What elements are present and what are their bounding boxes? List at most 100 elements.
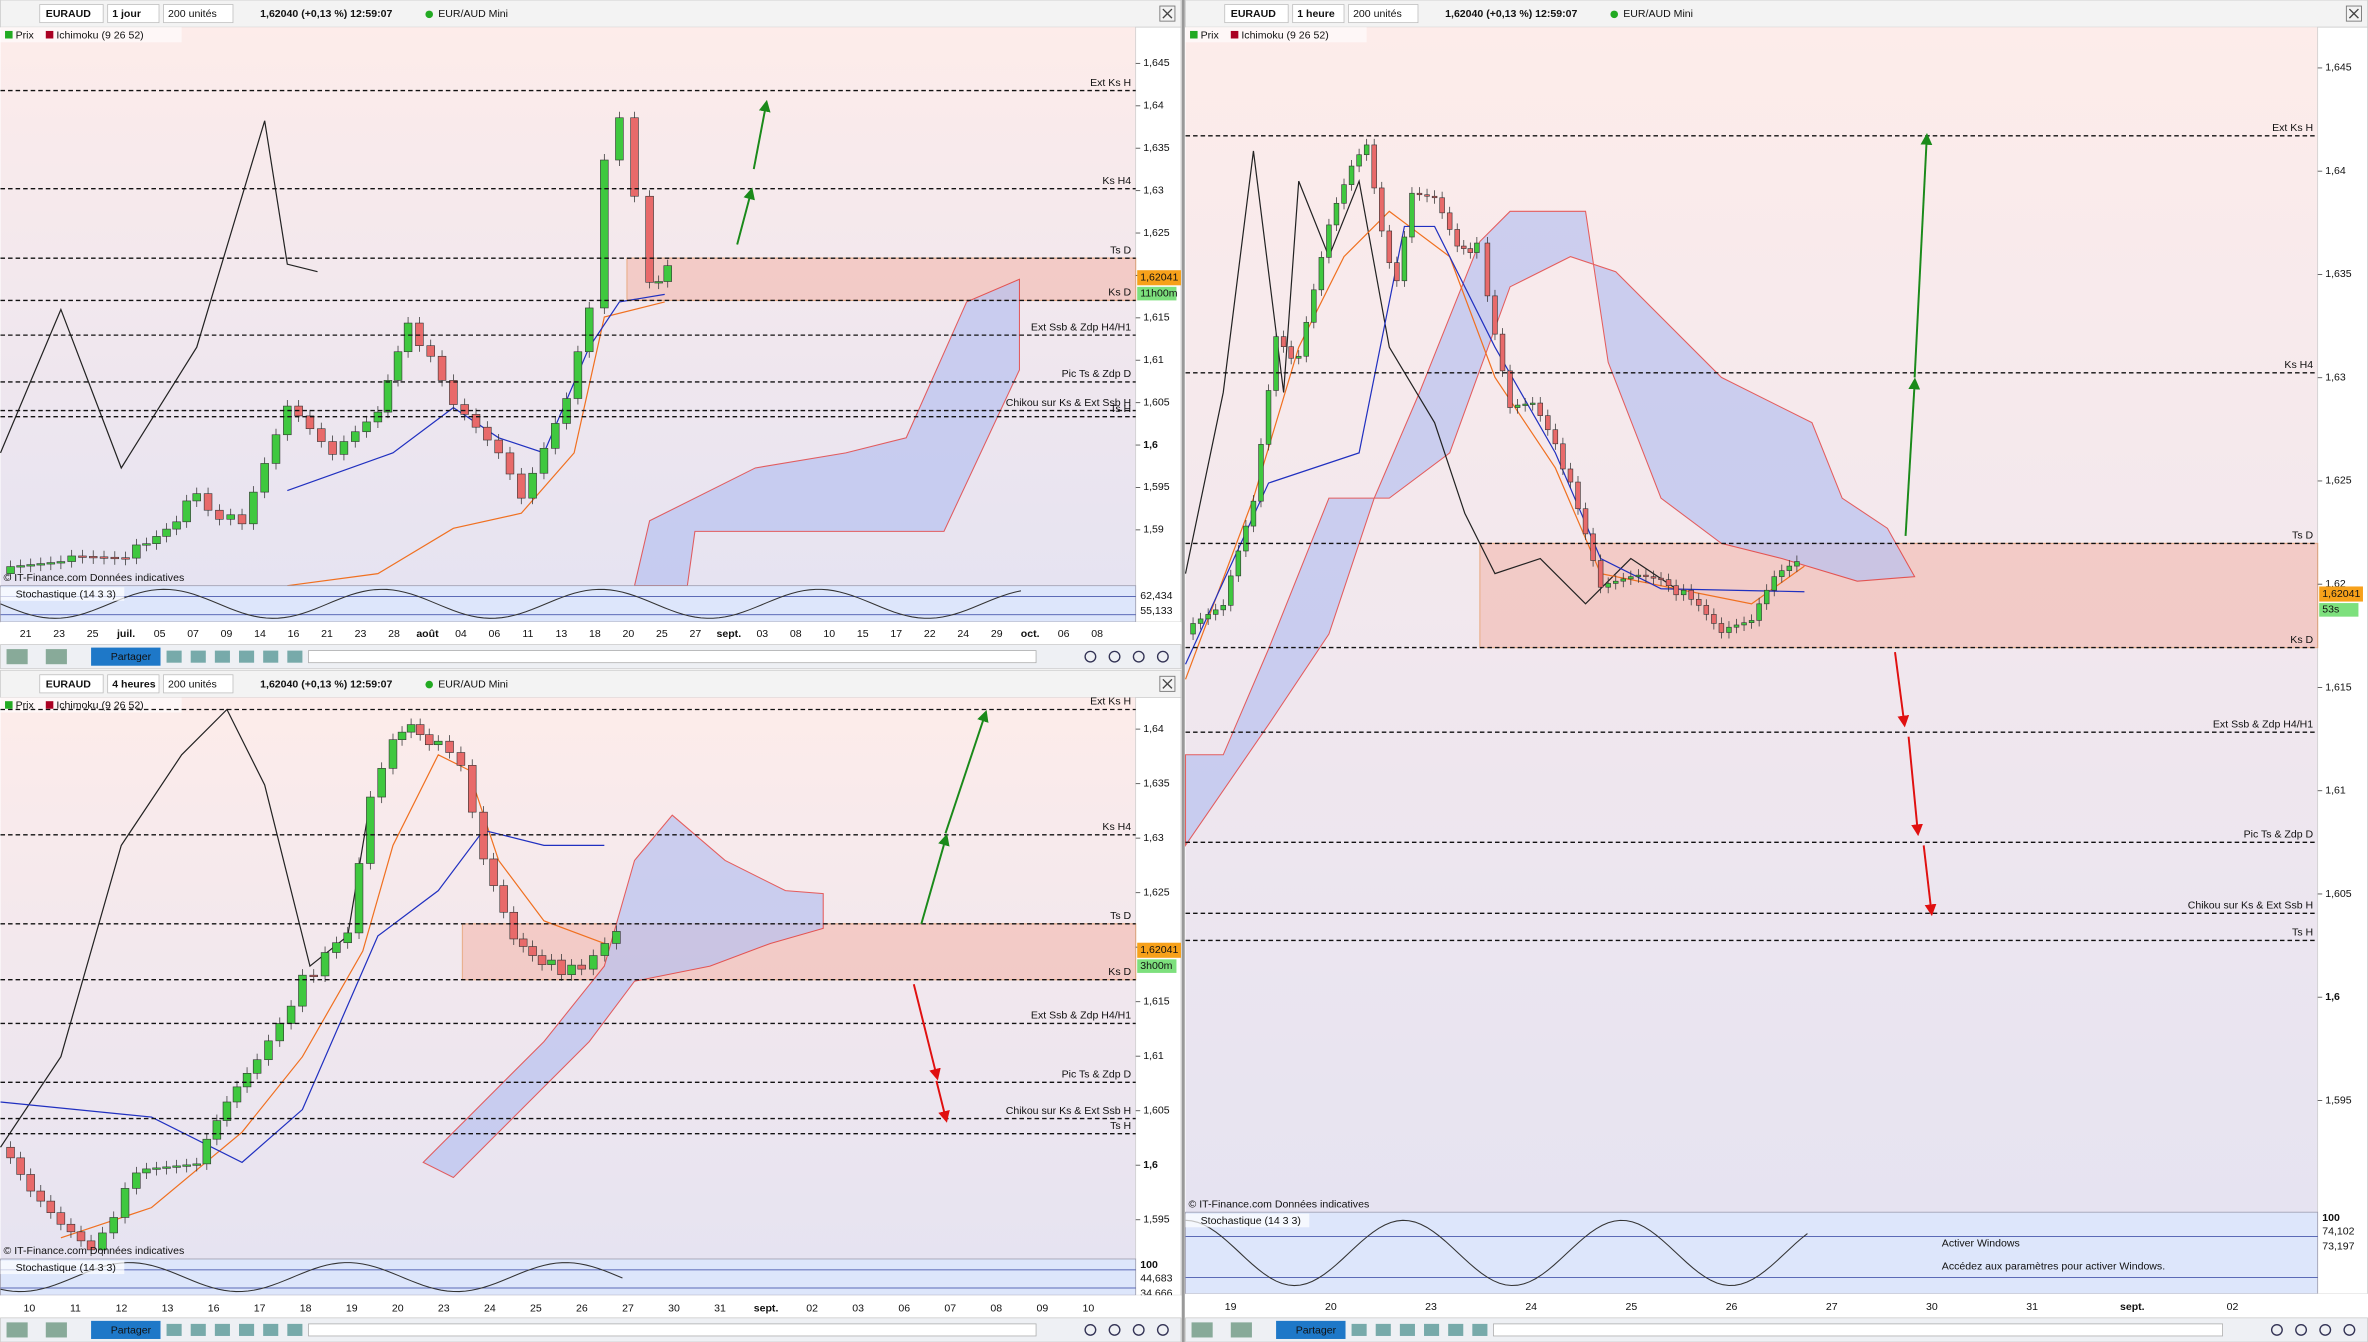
kumo (1184, 210, 1916, 848)
zoom-icon[interactable] (2270, 1323, 2283, 1336)
candle (26, 1174, 35, 1192)
candle (1643, 574, 1649, 577)
tool-icon[interactable] (45, 649, 67, 665)
date-label: 10 (823, 628, 835, 640)
units-box[interactable] (163, 4, 234, 24)
tool-icon[interactable] (263, 650, 279, 663)
units-box[interactable] (163, 674, 234, 694)
tool-icon[interactable] (1424, 1323, 1440, 1336)
zoom-icon[interactable] (1084, 650, 1097, 663)
zoom-icon[interactable] (1156, 650, 1169, 663)
share-label: Partager (111, 1324, 152, 1336)
tool-icon[interactable] (6, 649, 28, 665)
zoom-icon[interactable] (1156, 1323, 1169, 1336)
price-tick-label: 1,61 (1143, 1050, 1164, 1062)
candle (589, 955, 598, 970)
tool-icon[interactable] (263, 1323, 279, 1336)
zoom-icon[interactable] (1108, 650, 1121, 663)
tool-icon[interactable] (6, 1322, 28, 1338)
price-tick-label: 1,605 (1143, 1104, 1170, 1116)
close-x (1162, 8, 1173, 19)
stoch-line (0, 588, 1022, 619)
tool-icon[interactable] (166, 1323, 182, 1336)
scrollbar[interactable] (1493, 1323, 2223, 1337)
candle (152, 1167, 161, 1170)
candle (1197, 618, 1204, 624)
candle (215, 509, 224, 520)
close-btn[interactable] (1159, 675, 1176, 692)
tool-icon[interactable] (214, 650, 230, 663)
symbol-box[interactable] (1224, 4, 1289, 24)
zoom-icon[interactable] (2319, 1323, 2332, 1336)
close-btn[interactable] (2345, 5, 2362, 22)
candle (1258, 444, 1264, 502)
candle (654, 281, 663, 284)
tool-icon[interactable] (287, 650, 303, 663)
symbol-box[interactable] (39, 674, 104, 694)
tool-icon[interactable] (1351, 1323, 1367, 1336)
share-btn[interactable] (1276, 1320, 1346, 1339)
candle (1522, 403, 1528, 406)
zoom-icon[interactable] (1084, 1323, 1097, 1336)
candle (551, 423, 560, 449)
tool-icon[interactable] (287, 1323, 303, 1336)
candle (1620, 578, 1626, 582)
price-tick-label: 1,64 (1143, 723, 1164, 735)
candle (1492, 295, 1498, 335)
period-box[interactable] (107, 4, 160, 24)
level-label: Ks H4 (1102, 175, 1131, 187)
candle (1514, 404, 1521, 408)
tool-icon[interactable] (1230, 1322, 1252, 1338)
zoom-icon[interactable] (1108, 1323, 1121, 1336)
legend-item: Ichimoku (9 26 52) (56, 700, 143, 712)
candle (89, 556, 98, 559)
period-box[interactable] (1292, 4, 1345, 24)
period-box[interactable] (107, 674, 160, 694)
scrollbar[interactable] (308, 650, 1037, 664)
tool-icon[interactable] (190, 1323, 206, 1336)
share-label: Partager (111, 651, 152, 663)
tool-icon[interactable] (239, 1323, 255, 1336)
tool-icon[interactable] (1191, 1322, 1213, 1338)
tool-icon[interactable] (214, 1323, 230, 1336)
candle (1212, 609, 1219, 615)
tool-icon[interactable] (1399, 1323, 1415, 1336)
date-label: 25 (656, 628, 668, 640)
level-label: Ext Ks H (2272, 122, 2313, 134)
candle (1756, 603, 1762, 621)
scrollbar[interactable] (308, 1323, 1037, 1337)
candle (275, 1023, 284, 1042)
date-label: 24 (957, 628, 969, 640)
countdown-tag (1137, 959, 1177, 973)
tool-icon[interactable] (166, 650, 182, 663)
date-label: 25 (1626, 1301, 1638, 1313)
price-tick-label: 1,635 (1143, 142, 1170, 154)
candle (437, 355, 447, 381)
share-btn[interactable] (91, 1320, 161, 1339)
share-label: Partager (1296, 1324, 1337, 1336)
level-label: Ks D (2290, 634, 2313, 646)
tool-icon[interactable] (1375, 1323, 1391, 1336)
zoom-icon[interactable] (2295, 1323, 2308, 1336)
share-btn[interactable] (91, 647, 161, 666)
candle (424, 734, 434, 746)
tool-icon[interactable] (1472, 1323, 1488, 1336)
tool-icon[interactable] (190, 650, 206, 663)
zoom-icon[interactable] (2343, 1323, 2356, 1336)
date-label: 02 (2227, 1301, 2239, 1313)
close-btn[interactable] (1159, 5, 1176, 22)
quote: 1,62040 (+0,13 %) 12:59:07 (1445, 8, 1577, 20)
zoom-icon[interactable] (1132, 650, 1145, 663)
stoch-top: 100 (2322, 1212, 2340, 1224)
period: 1 heure (1297, 8, 1335, 20)
tool-icon[interactable] (45, 1322, 67, 1338)
zoom-icon[interactable] (1132, 1323, 1145, 1336)
tool-icon[interactable] (1448, 1323, 1464, 1336)
date-label: 06 (489, 628, 501, 640)
units-box[interactable] (1348, 4, 1419, 24)
date-label: 04 (455, 628, 467, 640)
price-tick-label: 1,63 (1143, 184, 1164, 196)
chart-panel: EURAUD 1 jour 200 unités 1,62040 (+0,13 %) … (0, 0, 1182, 670)
tool-icon[interactable] (239, 650, 255, 663)
symbol-box[interactable] (39, 4, 104, 24)
